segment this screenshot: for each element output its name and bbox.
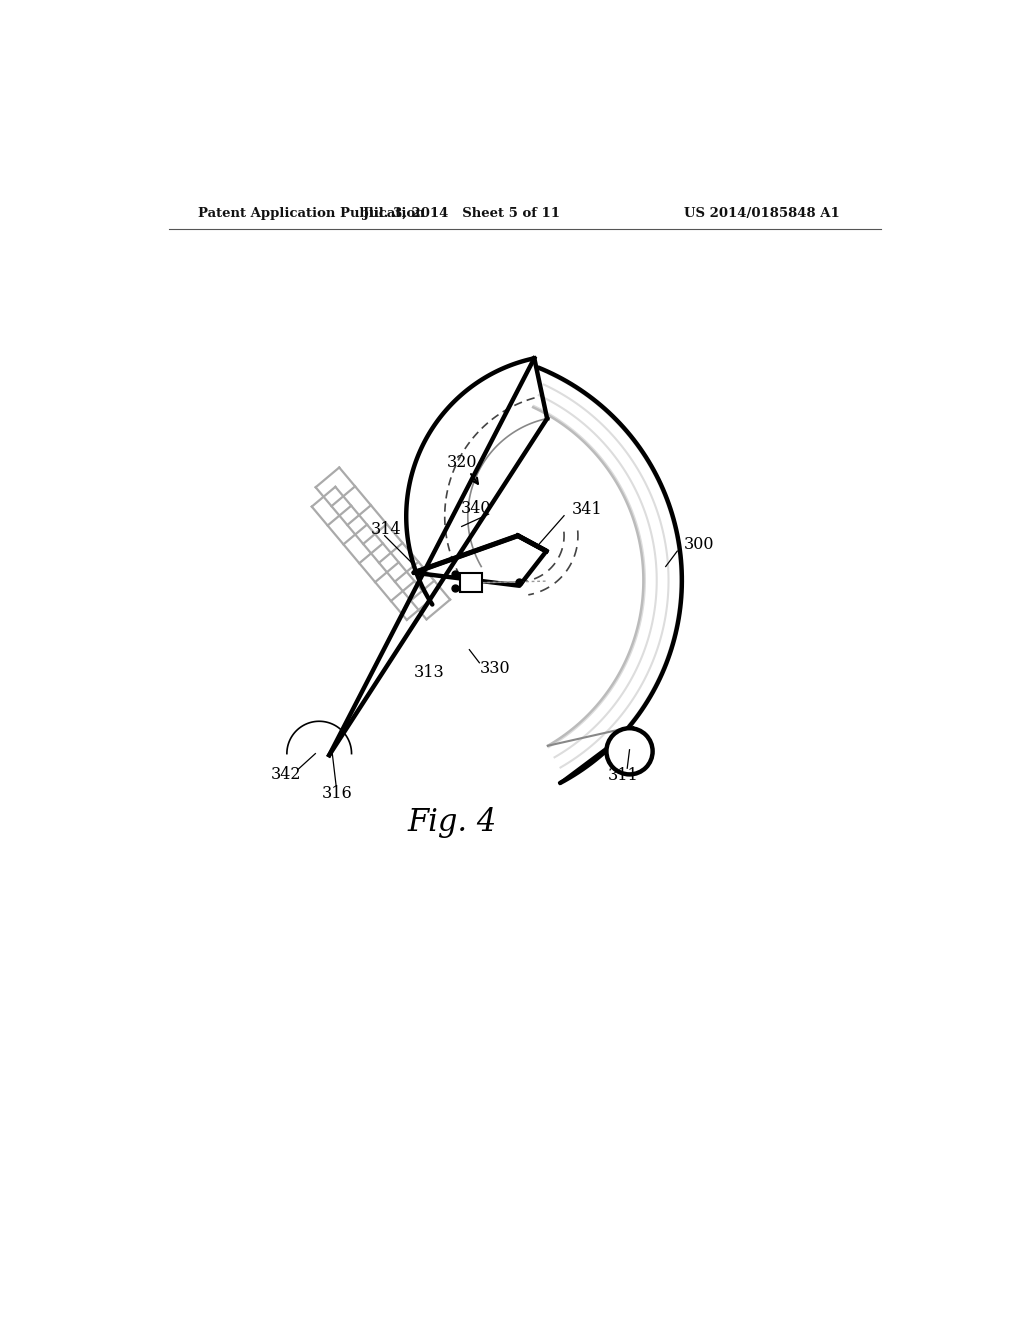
Text: 314: 314	[371, 521, 401, 539]
Text: 330: 330	[479, 660, 510, 677]
Text: 340: 340	[460, 500, 490, 517]
Text: Jul. 3, 2014   Sheet 5 of 11: Jul. 3, 2014 Sheet 5 of 11	[364, 207, 560, 220]
Text: Fig. 4: Fig. 4	[408, 807, 497, 838]
Text: US 2014/0185848 A1: US 2014/0185848 A1	[684, 207, 840, 220]
Text: 300: 300	[683, 536, 714, 553]
Text: 313: 313	[414, 664, 444, 681]
Text: 311: 311	[608, 767, 639, 784]
Text: Patent Application Publication: Patent Application Publication	[199, 207, 425, 220]
Text: 342: 342	[271, 766, 301, 783]
Text: 316: 316	[322, 785, 352, 803]
Text: 320: 320	[446, 454, 477, 471]
Text: 341: 341	[571, 502, 602, 517]
Circle shape	[606, 729, 652, 775]
Bar	[460, 573, 481, 591]
